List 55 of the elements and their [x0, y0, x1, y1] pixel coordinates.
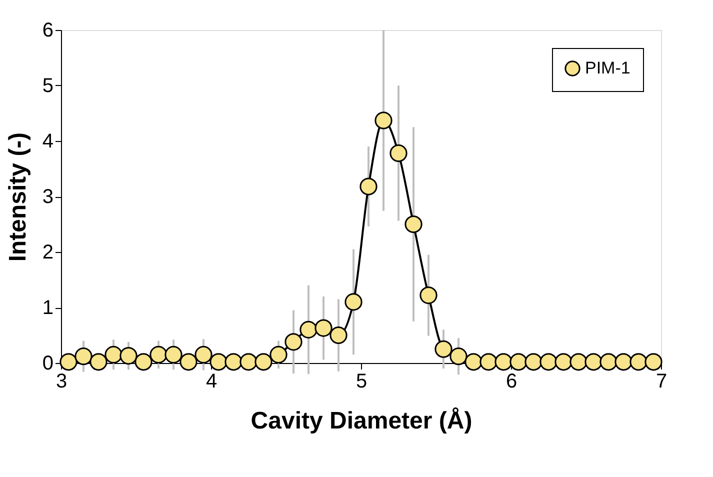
- point: [180, 353, 198, 371]
- y-axis-title: Intensity (-): [4, 132, 32, 262]
- point: [404, 215, 422, 234]
- point: [494, 353, 512, 371]
- point: [584, 353, 602, 371]
- point: [104, 346, 122, 364]
- point: [314, 319, 332, 337]
- point: [630, 353, 648, 371]
- point: [540, 353, 558, 371]
- point: [60, 353, 78, 371]
- y-tick-label: 0: [42, 352, 54, 374]
- point: [120, 346, 138, 365]
- point: [270, 346, 288, 364]
- point: [134, 353, 152, 371]
- x-tick-label: 4: [206, 370, 218, 392]
- point: [464, 353, 482, 371]
- point: [570, 353, 588, 371]
- point: [480, 353, 498, 371]
- point: [344, 293, 362, 311]
- point: [224, 353, 242, 371]
- point: [90, 353, 108, 371]
- y-tick-label: 2: [42, 242, 54, 264]
- y-tick-label: 4: [42, 130, 54, 152]
- point: [194, 346, 212, 364]
- point: [614, 353, 632, 371]
- point: [284, 333, 302, 351]
- point: [74, 348, 92, 366]
- point: [600, 353, 618, 371]
- point: [434, 340, 452, 358]
- point: [420, 286, 438, 304]
- point: [644, 353, 662, 371]
- point: [254, 353, 272, 371]
- point: [330, 326, 348, 344]
- point: [150, 346, 168, 364]
- point: [524, 353, 542, 371]
- y-tick-label: 3: [42, 186, 54, 208]
- y-tick-label: 5: [42, 75, 54, 97]
- x-axis-title: Cavity Diameter (Å): [250, 406, 472, 434]
- point: [450, 348, 468, 366]
- point: [300, 320, 318, 338]
- x-tick-label: 6: [506, 370, 518, 392]
- y-tick-label: 6: [42, 20, 54, 42]
- point: [210, 353, 228, 371]
- point: [510, 353, 528, 371]
- y-tick-label: 1: [42, 297, 54, 319]
- point: [360, 178, 378, 196]
- x-tick-label: 3: [56, 370, 68, 392]
- legend-label: PIM-1: [585, 58, 630, 78]
- x-tick-label: 7: [656, 370, 668, 392]
- point: [164, 346, 182, 364]
- point: [374, 112, 392, 130]
- point: [554, 353, 572, 371]
- point: [240, 353, 258, 371]
- point: [390, 144, 408, 162]
- x-tick-label: 5: [356, 370, 368, 392]
